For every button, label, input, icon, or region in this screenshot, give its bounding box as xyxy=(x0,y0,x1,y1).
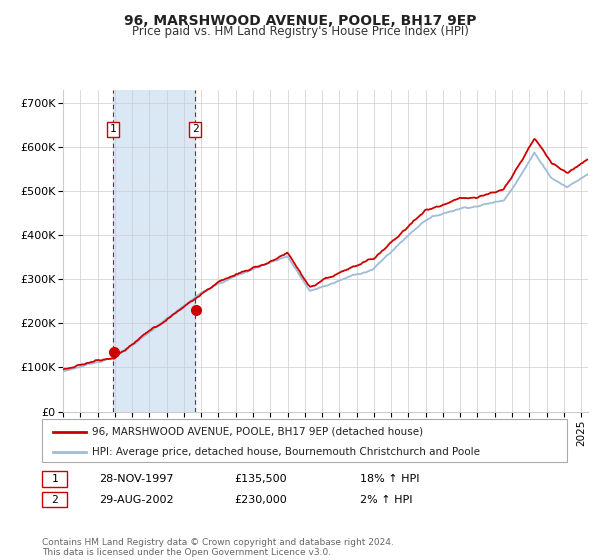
Text: HPI: Average price, detached house, Bournemouth Christchurch and Poole: HPI: Average price, detached house, Bour… xyxy=(92,447,480,457)
Text: 2: 2 xyxy=(192,124,199,134)
Text: Contains HM Land Registry data © Crown copyright and database right 2024.
This d: Contains HM Land Registry data © Crown c… xyxy=(42,538,394,557)
Text: 28-NOV-1997: 28-NOV-1997 xyxy=(99,474,173,484)
Bar xyxy=(113,90,195,412)
Text: 96, MARSHWOOD AVENUE, POOLE, BH17 9EP (detached house): 96, MARSHWOOD AVENUE, POOLE, BH17 9EP (d… xyxy=(92,427,423,437)
Text: 29-AUG-2002: 29-AUG-2002 xyxy=(99,494,173,505)
Text: £135,500: £135,500 xyxy=(234,474,287,484)
Text: 1: 1 xyxy=(110,124,116,134)
Text: £230,000: £230,000 xyxy=(234,494,287,505)
Text: 18% ↑ HPI: 18% ↑ HPI xyxy=(360,474,419,484)
Text: 96, MARSHWOOD AVENUE, POOLE, BH17 9EP: 96, MARSHWOOD AVENUE, POOLE, BH17 9EP xyxy=(124,14,476,28)
Text: 1: 1 xyxy=(51,474,58,484)
Text: 2: 2 xyxy=(51,494,58,505)
Text: Price paid vs. HM Land Registry's House Price Index (HPI): Price paid vs. HM Land Registry's House … xyxy=(131,25,469,38)
Text: 2% ↑ HPI: 2% ↑ HPI xyxy=(360,494,413,505)
